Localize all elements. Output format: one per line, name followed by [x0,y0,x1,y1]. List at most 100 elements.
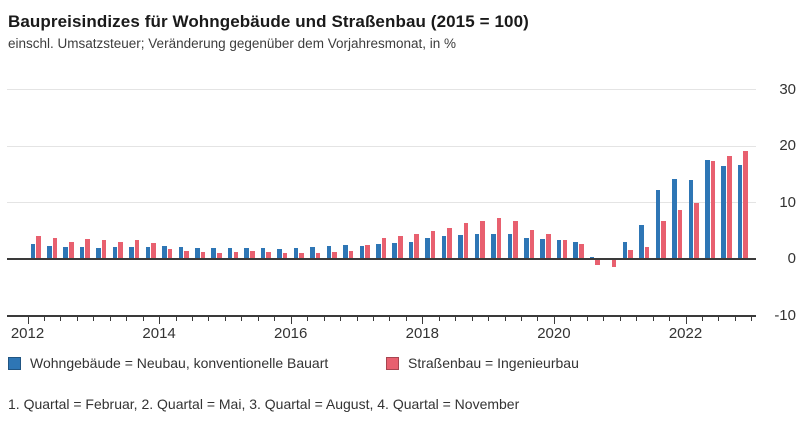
bar-strassenbau-2017-Q4 [414,234,420,259]
bar-strassenbau-2016-Q4 [348,251,354,259]
bar-wohngebaeude-2015-Q3 [260,248,266,259]
bar-strassenbau-2022-Q2 [710,161,716,259]
axis-tick [553,316,555,324]
axis-tick [488,316,490,321]
bar-wohngebaeude-2015-Q1 [227,248,233,259]
axis-tick [521,316,522,321]
gridline [7,145,756,147]
bar-wohngebaeude-2022-Q1 [688,179,694,259]
axis-tick [93,316,95,321]
axis-tick [27,316,29,324]
bar-strassenbau-2015-Q3 [266,252,271,259]
bar-strassenbau-2019-Q4 [546,233,551,259]
bar-strassenbau-2022-Q3 [727,155,732,259]
bar-strassenbau-2014-Q3 [200,251,206,259]
x-axis-label: 2014 [142,325,176,342]
axis-tick [586,316,588,321]
axis-tick [372,316,374,321]
bar-strassenbau-2022-Q1 [694,203,699,259]
bar-wohngebaeude-2022-Q4 [737,164,743,259]
bar-wohngebaeude-2021-Q2 [639,224,644,259]
bar-wohngebaeude-2018-Q4 [474,233,480,259]
bar-wohngebaeude-2019-Q1 [491,234,496,259]
y-axis-label: -10 [774,306,796,324]
bar-wohngebaeude-2017-Q1 [359,246,365,259]
x-axis-label: 2020 [537,325,571,342]
bar-strassenbau-2014-Q2 [184,251,189,259]
bar-wohngebaeude-2019-Q4 [540,239,546,259]
legend-swatch-wohngebaeude-icon [8,356,21,370]
bar-wohngebaeude-2021-Q1 [622,241,628,259]
bar-strassenbau-2016-Q1 [299,253,304,259]
x-axis-label: 2016 [274,325,308,342]
axis-tick [471,316,473,321]
bar-strassenbau-2018-Q1 [430,231,436,259]
bar-wohngebaeude-2014-Q1 [162,246,167,259]
axis-tick [504,316,506,321]
y-axis-label: 20 [779,137,796,154]
axis-tick [636,316,638,321]
axis-tick [192,316,193,321]
axis-tick [109,316,111,321]
bar-wohngebaeude-2014-Q3 [195,247,200,259]
gridline [7,89,756,90]
bar-strassenbau-2021-Q2 [644,246,650,259]
bar-wohngebaeude-2016-Q3 [326,245,332,259]
legend-swatch-strassenbau-icon [386,356,399,370]
bar-wohngebaeude-2020-Q1 [556,239,562,259]
bar-strassenbau-2012-Q3 [69,241,74,259]
bar-strassenbau-2019-Q3 [529,229,535,259]
bar-wohngebaeude-2014-Q2 [178,247,184,259]
bar-wohngebaeude-2015-Q2 [244,248,249,259]
x-axis-label: 2018 [405,325,439,342]
y-axis-label: 10 [779,193,796,211]
x-axis-label: 2012 [10,325,45,342]
axis-tick [652,316,654,321]
legend-item-strassenbau: Straßenbau = Ingenieurbau [386,355,579,371]
axis-tick [356,316,358,321]
bar-wohngebaeude-2022-Q3 [721,166,726,259]
axis-tick [619,316,621,321]
bar-wohngebaeude-2013-Q3 [129,247,134,259]
axis-tick [60,316,62,321]
bar-strassenbau-2018-Q4 [480,220,485,259]
axis-tick [159,316,161,324]
bar-strassenbau-2020-Q3 [595,259,600,266]
bar-wohngebaeude-2013-Q4 [145,246,151,259]
bar-strassenbau-2020-Q1 [562,239,568,259]
axis-tick [734,316,736,321]
bar-strassenbau-2012-Q4 [85,239,91,259]
axis-tick [340,316,342,321]
axis-tick [175,316,177,321]
chart-legend: Wohngebäude = Neubau, konventionelle Bau… [8,355,801,373]
bar-strassenbau-2013-Q1 [101,240,107,259]
axis-tick [43,316,45,321]
bar-wohngebaeude-2015-Q4 [277,248,282,259]
axis-tick [405,316,407,321]
legend-label-strassenbau: Straßenbau = Ingenieurbau [408,355,579,371]
axis-tick [241,316,243,321]
axis-tick [307,316,309,321]
bar-wohngebaeude-2017-Q4 [408,241,414,259]
footnote: 1. Quartal = Februar, 2. Quartal = Mai, … [8,396,520,412]
bar-strassenbau-2015-Q2 [249,251,255,259]
bar-strassenbau-2018-Q2 [447,227,452,259]
bar-strassenbau-2015-Q1 [233,251,239,259]
bar-wohngebaeude-2012-Q4 [79,247,85,259]
legend-label-wohngebaeude: Wohngebäude = Neubau, konventionelle Bau… [30,355,329,371]
axis-tick [570,316,572,321]
bar-wohngebaeude-2017-Q2 [375,244,381,259]
legend-item-wohngebaeude: Wohngebäude = Neubau, konventionelle Bau… [8,355,328,371]
bar-strassenbau-2019-Q2 [513,221,518,259]
axis-tick [603,316,605,321]
axis-tick [76,316,78,321]
bar-strassenbau-2012-Q1 [36,235,41,259]
axis-tick [142,316,144,321]
axis-tick [274,316,276,321]
bar-wohngebaeude-2014-Q4 [211,248,217,259]
chart-subtitle: einschl. Umsatzsteuer; Veränderung gegen… [8,36,457,51]
bar-strassenbau-2016-Q3 [332,252,337,259]
bar-strassenbau-2016-Q2 [315,252,321,259]
axis-tick [323,316,325,321]
